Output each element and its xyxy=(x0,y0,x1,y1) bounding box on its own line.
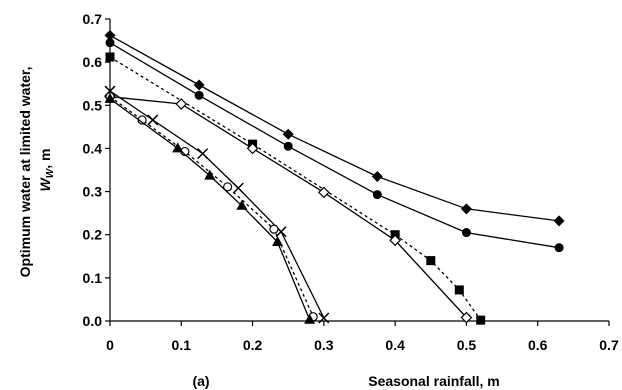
data-point xyxy=(389,234,401,247)
data-point xyxy=(476,315,486,325)
data-point xyxy=(197,148,209,160)
series-line xyxy=(109,90,325,319)
data-point xyxy=(372,190,382,200)
x-tick-label: 0.5 xyxy=(457,337,477,353)
y-axis-title-subscript: W xyxy=(45,167,56,178)
y-tick-label: 0.6 xyxy=(83,54,103,70)
data-point xyxy=(554,243,564,253)
y-tick-label: 0.4 xyxy=(83,140,103,156)
y-tick-label: 0.3 xyxy=(83,184,103,200)
x-tick-label: 0.2 xyxy=(243,337,263,353)
x-tick-label: 0.4 xyxy=(385,337,405,353)
y-axis-title-symbol: W xyxy=(37,176,53,191)
y-tick-label: 0.0 xyxy=(83,313,103,329)
data-point xyxy=(105,52,115,62)
data-point xyxy=(318,186,330,199)
data-point xyxy=(175,98,188,110)
data-point xyxy=(194,90,204,100)
data-point xyxy=(454,285,464,295)
y-tick-label: 0.7 xyxy=(83,11,103,27)
data-point xyxy=(553,215,565,227)
series-layer xyxy=(104,29,565,325)
data-point xyxy=(460,203,472,215)
data-point xyxy=(104,92,116,103)
data-point xyxy=(283,141,293,151)
x-tick-label: 0.1 xyxy=(172,337,192,353)
y-tick-label: 0.2 xyxy=(83,227,103,243)
x-axis-title: Seasonal rainfall, m xyxy=(368,373,500,389)
data-point xyxy=(204,169,216,180)
data-point xyxy=(147,114,159,126)
y-axis-title-suffix: , m xyxy=(37,149,53,169)
data-point xyxy=(269,224,279,234)
series-line xyxy=(109,34,560,222)
series-line xyxy=(109,96,467,318)
panel-label: (a) xyxy=(192,373,209,389)
data-point xyxy=(460,311,473,324)
data-point xyxy=(371,170,383,182)
data-point xyxy=(246,142,259,155)
x-tick-label: 0.6 xyxy=(528,337,548,353)
series-5 xyxy=(104,85,330,324)
x-tick-label: 0 xyxy=(106,337,114,353)
series-line xyxy=(109,56,482,321)
x-ticks: 0 0.1 0.2 0.3 0.4 0.5 0.6 0.7 xyxy=(106,321,619,353)
data-point xyxy=(232,182,244,194)
y-axis-title: Optimum water at limited water, WW, m xyxy=(17,63,56,278)
series-line xyxy=(109,96,314,317)
series-line xyxy=(109,98,311,320)
data-point xyxy=(461,228,471,238)
y-axis-title-line1: Optimum water at limited water, xyxy=(17,67,33,278)
series-6 xyxy=(105,92,318,322)
data-point xyxy=(426,256,436,266)
y-ticks: 0.0 0.1 0.2 0.3 0.4 0.5 0.6 0.7 xyxy=(83,11,110,329)
data-point xyxy=(104,29,116,41)
series-line xyxy=(109,42,560,249)
axes xyxy=(109,19,609,322)
x-tick-label: 0.7 xyxy=(599,337,619,353)
series-2 xyxy=(105,38,564,253)
data-point xyxy=(272,236,284,247)
data-point xyxy=(304,313,316,324)
data-point xyxy=(282,128,294,140)
data-point xyxy=(172,142,184,153)
y-tick-label: 0.1 xyxy=(83,270,103,286)
series-7 xyxy=(104,92,316,324)
data-point xyxy=(223,182,233,192)
x-tick-label: 0.3 xyxy=(314,337,334,353)
series-1 xyxy=(104,29,565,227)
data-point xyxy=(105,38,115,48)
data-point xyxy=(193,79,205,91)
y-tick-label: 0.5 xyxy=(83,97,103,113)
data-point xyxy=(236,199,248,210)
series-4 xyxy=(104,90,473,324)
data-point xyxy=(318,312,330,324)
